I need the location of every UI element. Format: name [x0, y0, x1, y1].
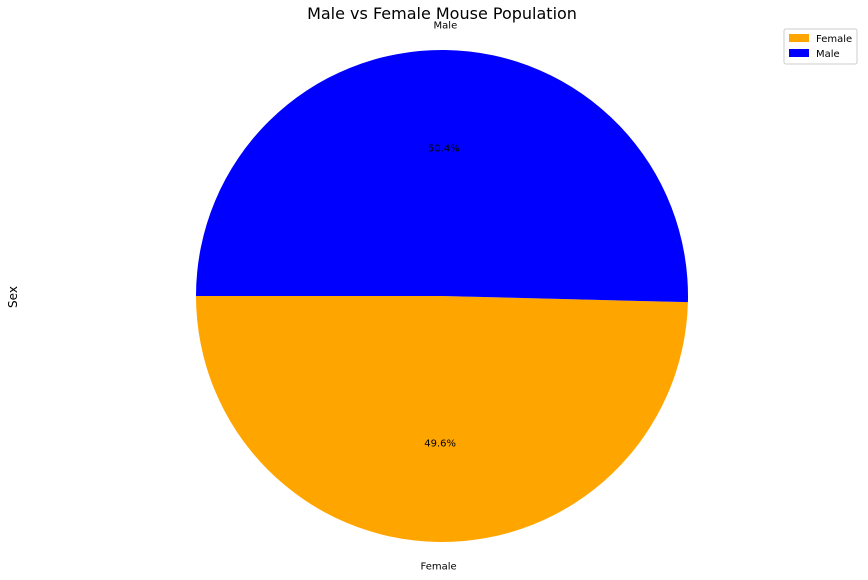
slice-label-male: Male — [434, 20, 458, 31]
slice-percent-male: 50.4% — [428, 143, 460, 154]
slice-percent-female: 49.6% — [424, 439, 456, 450]
pie-slices — [196, 49, 689, 542]
y-axis-label: Sex — [6, 286, 20, 308]
chart-title: Male vs Female Mouse Population — [307, 4, 577, 23]
legend-label-male: Male — [816, 49, 840, 60]
legend-label-female: Female — [816, 34, 852, 45]
pie-slice-female — [196, 296, 688, 542]
slice-label-female: Female — [421, 562, 457, 573]
legend: Female Male — [783, 28, 858, 65]
legend-swatch-female — [789, 34, 809, 42]
pie-labels: Female 49.6% Male 50.4% — [421, 20, 460, 572]
pie-slice-male — [196, 49, 689, 303]
legend-swatch-male — [789, 49, 809, 57]
